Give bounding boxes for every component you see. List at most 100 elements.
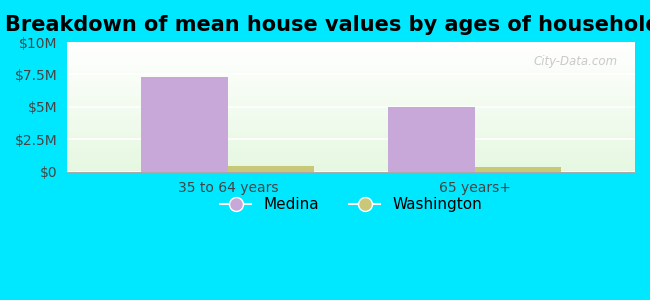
Bar <box>55 89 647 90</box>
Bar <box>55 142 647 143</box>
Bar <box>55 169 647 170</box>
Bar <box>55 164 647 165</box>
Bar <box>55 81 647 82</box>
Bar <box>55 64 647 65</box>
Bar <box>55 110 647 111</box>
Bar <box>55 160 647 161</box>
Bar <box>55 58 647 59</box>
Bar <box>55 63 647 64</box>
Bar <box>55 54 647 55</box>
Bar <box>55 168 647 169</box>
Bar <box>55 69 647 70</box>
Bar <box>55 118 647 120</box>
Bar <box>55 113 647 115</box>
Bar <box>55 126 647 128</box>
Bar <box>388 107 474 172</box>
Bar <box>55 158 647 159</box>
Bar <box>55 61 647 63</box>
Bar <box>55 91 647 93</box>
Bar <box>55 56 647 58</box>
Bar <box>55 121 647 122</box>
Bar <box>55 82 647 84</box>
Bar <box>55 42 647 44</box>
Bar <box>55 140 647 142</box>
Bar <box>55 107 647 108</box>
Bar <box>55 47 647 49</box>
Bar <box>55 148 647 150</box>
Bar <box>55 165 647 166</box>
Bar <box>55 135 647 137</box>
Bar <box>474 167 561 172</box>
Bar <box>55 98 647 99</box>
Bar <box>55 115 647 116</box>
Bar <box>55 151 647 152</box>
Bar <box>55 124 647 125</box>
Bar <box>55 125 647 126</box>
Bar <box>55 104 647 106</box>
Bar <box>55 52 647 54</box>
Bar <box>55 80 647 81</box>
Bar <box>55 154 647 155</box>
Bar <box>55 59 647 60</box>
Bar <box>55 49 647 50</box>
Bar <box>55 74 647 76</box>
Bar <box>55 72 647 73</box>
Bar <box>55 152 647 154</box>
Bar <box>55 85 647 86</box>
Bar <box>55 84 647 85</box>
Bar <box>55 130 647 131</box>
Bar <box>55 76 647 77</box>
Bar <box>55 143 647 144</box>
Bar <box>55 94 647 95</box>
Title: Breakdown of mean house values by ages of householders: Breakdown of mean house values by ages o… <box>5 15 650 35</box>
Bar <box>55 102 647 103</box>
Legend: Medina, Washington: Medina, Washington <box>214 191 488 218</box>
Bar <box>55 87 647 89</box>
Bar <box>55 106 647 107</box>
Bar <box>55 67 647 68</box>
Bar <box>55 60 647 62</box>
Bar <box>55 90 647 91</box>
Bar <box>55 120 647 121</box>
Bar <box>55 117 647 119</box>
Bar <box>55 133 647 134</box>
Bar <box>55 68 647 69</box>
Bar <box>55 103 647 104</box>
Bar <box>55 128 647 129</box>
Bar <box>55 97 647 98</box>
Bar <box>55 138 647 139</box>
Bar <box>55 46 647 47</box>
Bar <box>55 50 647 51</box>
Text: City-Data.com: City-Data.com <box>534 55 618 68</box>
Bar <box>142 77 228 172</box>
Bar <box>55 159 647 160</box>
Bar <box>55 156 647 158</box>
Bar <box>55 146 647 147</box>
Bar <box>55 139 647 140</box>
Bar <box>55 155 647 156</box>
Bar <box>55 161 647 163</box>
Bar <box>55 134 647 135</box>
Bar <box>55 167 647 168</box>
Bar <box>228 167 314 172</box>
Bar <box>55 45 647 46</box>
Bar <box>55 122 647 124</box>
Bar <box>55 86 647 87</box>
Bar <box>55 95 647 97</box>
Bar <box>55 70 647 72</box>
Bar <box>55 163 647 164</box>
Bar <box>55 147 647 148</box>
Bar <box>55 77 647 78</box>
Bar <box>55 51 647 52</box>
Bar <box>55 129 647 130</box>
Bar <box>55 116 647 117</box>
Bar <box>55 137 647 138</box>
Bar <box>55 111 647 112</box>
Bar <box>55 99 647 100</box>
Bar <box>55 44 647 45</box>
Bar <box>55 170 647 172</box>
Bar <box>55 65 647 67</box>
Bar <box>55 112 647 113</box>
Bar <box>55 108 647 110</box>
Bar <box>55 73 647 74</box>
